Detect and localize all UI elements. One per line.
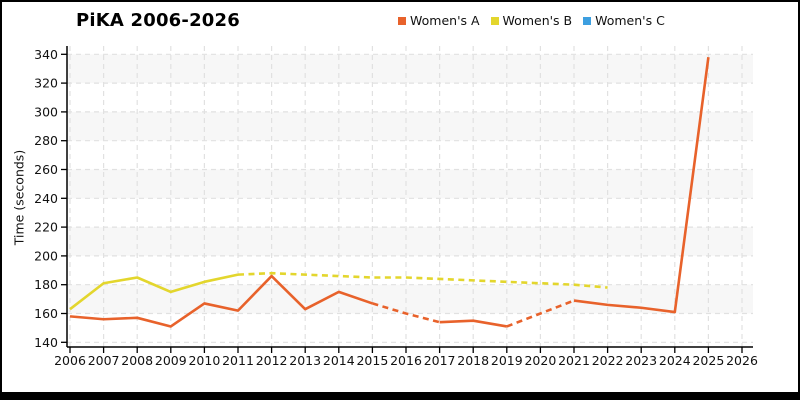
y-tick-label: 300 — [34, 104, 58, 119]
x-tick-label: 2006 — [54, 353, 86, 368]
legend: Women's A Women's B Women's C — [398, 13, 665, 28]
x-tick-label: 2015 — [356, 353, 388, 368]
x-tick-label: 2007 — [88, 353, 120, 368]
y-tick-label: 260 — [34, 162, 58, 177]
series-line-women-s-a — [439, 319, 508, 328]
legend-item-womens-a[interactable]: Women's A — [398, 13, 480, 28]
y-tick-label: 140 — [34, 335, 58, 350]
y-axis-label: Time (seconds) — [11, 149, 27, 246]
y-tick-label: 200 — [34, 248, 58, 263]
plot-band — [67, 54, 753, 84]
legend-swatch-womens-a-icon — [398, 16, 406, 25]
legend-item-womens-b[interactable]: Women's B — [490, 13, 573, 28]
y-tick-label: 340 — [34, 47, 58, 62]
x-tick-label: 2014 — [323, 353, 355, 368]
series-line-women-s-a — [573, 57, 710, 314]
legend-label: Women's A — [410, 13, 480, 28]
x-tick-label: 2019 — [491, 353, 523, 368]
plot-band — [67, 227, 753, 256]
y-tick-label: 160 — [34, 306, 58, 321]
x-tick-label: 2025 — [692, 353, 724, 368]
series-line-women-s-a — [506, 299, 575, 328]
series-line-women-s-b — [237, 271, 608, 289]
x-tick-label: 2009 — [155, 353, 187, 368]
series-line-women-s-b — [69, 273, 239, 311]
x-tick-label: 2024 — [659, 353, 691, 368]
x-tick-label: 2011 — [222, 353, 254, 368]
y-tick-label: 180 — [34, 277, 58, 292]
plot-band — [67, 169, 753, 199]
x-tick-label: 2021 — [558, 353, 590, 368]
x-tick-label: 2010 — [188, 353, 220, 368]
x-tick-label: 2018 — [457, 353, 489, 368]
plot-band — [67, 111, 753, 141]
x-tick-label: 2022 — [592, 353, 624, 368]
y-tick-label: 280 — [34, 133, 58, 148]
chart-title: PiKA 2006-2026 — [76, 10, 240, 31]
x-tick-label: 2026 — [726, 353, 758, 368]
x-tick-label: 2017 — [424, 353, 456, 368]
legend-swatch-womens-c-icon — [583, 16, 592, 25]
x-tick-label: 2008 — [121, 353, 153, 368]
y-tick-label: 320 — [34, 76, 58, 91]
legend-swatch-womens-b-icon — [490, 16, 499, 25]
x-tick-label: 2023 — [625, 353, 657, 368]
legend-item-womens-c[interactable]: Women's C — [583, 13, 665, 28]
x-tick-label: 2012 — [256, 353, 288, 368]
y-tick-label: 220 — [34, 220, 58, 235]
series-line-women-s-a — [372, 302, 440, 324]
x-tick-label: 2016 — [390, 353, 422, 368]
legend-label: Women's B — [502, 13, 573, 28]
x-tick-label: 2013 — [289, 353, 321, 368]
y-tick-label: 240 — [34, 191, 58, 206]
series-line-women-s-a — [69, 274, 373, 328]
x-tick-label: 2020 — [524, 353, 556, 368]
legend-label: Women's C — [595, 13, 665, 28]
